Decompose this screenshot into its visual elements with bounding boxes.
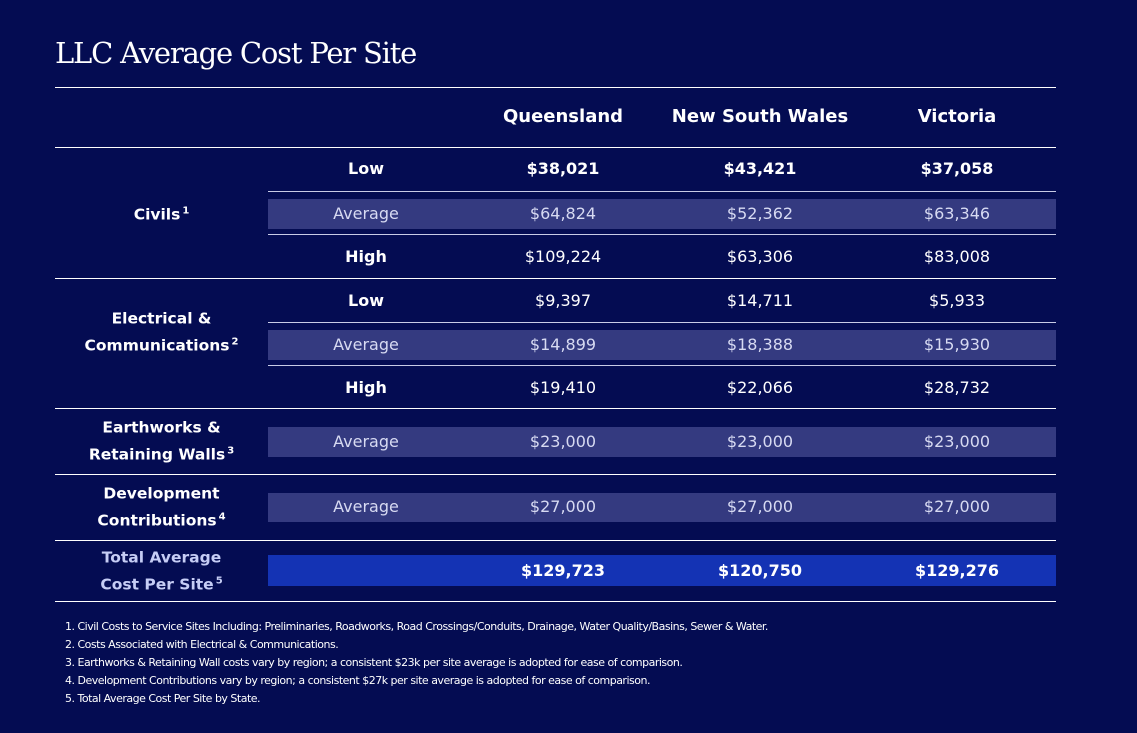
value-cell: $27,000: [726, 497, 794, 516]
value-cell: $37,058: [920, 159, 994, 178]
level-label: Low: [348, 159, 384, 178]
category-civils: Civils 1: [55, 200, 268, 227]
footnote: 3. Earthworks & Retaining Wall costs var…: [65, 656, 683, 669]
value-cell: $23,000: [923, 432, 991, 451]
value-cell: $38,021: [526, 159, 600, 178]
row-separator: [268, 191, 1056, 192]
footnote-ref: 5: [215, 575, 223, 587]
level-label: Average: [333, 335, 399, 354]
value-cell: $28,732: [923, 378, 991, 397]
footnote-ref: 2: [231, 336, 239, 348]
category-label-line1: Development: [103, 484, 220, 503]
column-header-new-south-wales: New South Wales: [671, 106, 849, 127]
rule-earthworks: [55, 474, 1056, 475]
footnote: 2. Costs Associated with Electrical & Co…: [65, 638, 339, 651]
category-development: Development Contributions 4: [55, 482, 268, 533]
row-separator: [268, 234, 1056, 235]
category-label-line2: Cost Per Site: [100, 575, 214, 594]
rule-bottom: [55, 601, 1056, 602]
category-label-line2: Contributions: [97, 511, 217, 530]
footnote-ref: 1: [182, 205, 190, 217]
category-total: Total Average Cost Per Site 5: [55, 546, 268, 597]
total-value-cell: $129,276: [914, 561, 1000, 580]
category-electrical: Electrical & Communications 2: [55, 307, 268, 358]
footnote: 1. Civil Costs to Service Sites Includin…: [65, 620, 768, 633]
rule-top: [55, 87, 1056, 88]
row-separator: [268, 365, 1056, 366]
value-cell: $52,362: [726, 204, 794, 223]
value-cell: $15,930: [923, 335, 991, 354]
level-label: High: [345, 247, 387, 266]
category-label: Civils: [133, 205, 181, 224]
value-cell: $18,388: [726, 335, 794, 354]
category-label-line2: Retaining Walls: [88, 445, 226, 464]
level-label: Low: [348, 291, 384, 310]
category-label-line2: Communications: [84, 336, 230, 355]
column-header-victoria: Victoria: [917, 106, 997, 127]
total-value-cell: $120,750: [717, 561, 803, 580]
value-cell: $9,397: [535, 291, 591, 310]
footnote: 5. Total Average Cost Per Site by State.: [65, 692, 261, 705]
value-cell: $83,008: [923, 247, 991, 266]
total-value-cell: $129,723: [520, 561, 606, 580]
value-cell: $27,000: [529, 497, 597, 516]
page-title: LLC Average Cost Per Site: [55, 36, 417, 70]
category-label-line1: Total Average: [101, 548, 222, 567]
category-earthworks: Earthworks & Retaining Walls 3: [55, 416, 268, 467]
column-header-queensland: Queensland: [502, 106, 624, 127]
footnotes: 1. Civil Costs to Service Sites Includin…: [65, 618, 768, 708]
average-band: [268, 493, 1056, 522]
value-cell: $27,000: [923, 497, 991, 516]
value-cell: $109,224: [524, 247, 602, 266]
level-label: High: [345, 378, 387, 397]
level-label: Average: [333, 204, 399, 223]
footnote-ref: 3: [227, 445, 235, 457]
rule-development: [55, 540, 1056, 541]
footnote-ref: 4: [218, 511, 226, 523]
value-cell: $19,410: [529, 378, 597, 397]
average-band: [268, 427, 1056, 457]
value-cell: $5,933: [929, 291, 985, 310]
value-cell: $22,066: [726, 378, 794, 397]
value-cell: $63,346: [923, 204, 991, 223]
value-cell: $43,421: [723, 159, 797, 178]
value-cell: $23,000: [726, 432, 794, 451]
value-cell: $64,824: [529, 204, 597, 223]
average-band: [268, 330, 1056, 360]
category-label-line1: Earthworks &: [102, 418, 221, 437]
row-separator: [268, 322, 1056, 323]
footnote: 4. Development Contributions vary by reg…: [65, 674, 650, 687]
level-label: Average: [333, 497, 399, 516]
value-cell: $23,000: [529, 432, 597, 451]
average-band: [268, 199, 1056, 229]
total-band: [268, 555, 1056, 586]
category-label-line1: Electrical &: [111, 309, 212, 328]
rule-header: [55, 147, 1056, 148]
value-cell: $14,711: [726, 291, 794, 310]
level-label: Average: [333, 432, 399, 451]
rule-civils: [55, 278, 1056, 279]
value-cell: $63,306: [726, 247, 794, 266]
value-cell: $14,899: [529, 335, 597, 354]
rule-electrical: [55, 408, 1056, 409]
